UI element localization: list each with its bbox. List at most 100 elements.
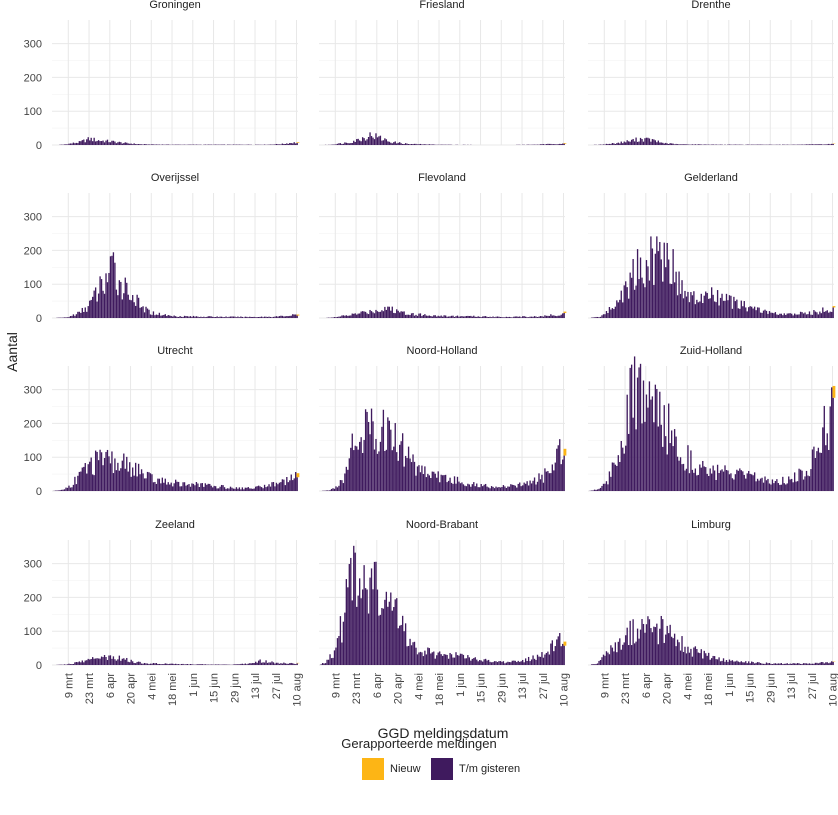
bar-tm-gisteren: [96, 658, 98, 665]
y-tick-label: 0: [36, 140, 42, 152]
bar-tm-gisteren: [339, 316, 342, 318]
bar-tm-gisteren: [557, 144, 559, 145]
y-tick-label: 0: [36, 660, 42, 672]
bar-tm-gisteren: [822, 307, 824, 318]
bar-tm-gisteren: [139, 307, 141, 318]
bar-tm-gisteren: [791, 478, 793, 491]
bar-tm-gisteren: [825, 144, 827, 145]
bar-tm-gisteren: [722, 300, 725, 318]
bar-tm-gisteren: [523, 316, 525, 318]
bar-tm-gisteren: [89, 300, 91, 318]
bar-tm-gisteren: [431, 316, 433, 318]
bar-tm-gisteren: [616, 143, 618, 145]
bar-tm-gisteren: [696, 299, 698, 318]
bar-tm-gisteren: [130, 300, 132, 318]
bar-tm-gisteren: [252, 663, 254, 665]
bar-tm-gisteren: [413, 315, 416, 318]
bar-tm-gisteren: [774, 481, 777, 491]
bar-tm-gisteren: [430, 653, 432, 665]
bar-tm-gisteren: [605, 651, 608, 665]
bar-tm-gisteren: [554, 144, 556, 145]
bar-tm-gisteren: [721, 469, 723, 491]
bar-tm-gisteren: [530, 483, 533, 491]
bar-tm-gisteren: [427, 647, 429, 665]
bar-tm-gisteren: [145, 144, 147, 145]
bar-tm-gisteren: [693, 472, 695, 491]
bar-tm-gisteren: [201, 664, 204, 665]
bar-tm-gisteren: [562, 459, 564, 491]
bar-tm-gisteren: [387, 417, 389, 491]
bar-tm-gisteren: [133, 302, 135, 318]
bar-tm-gisteren: [231, 316, 233, 318]
bar-tm-gisteren: [357, 449, 359, 491]
bar-tm-gisteren: [286, 663, 288, 665]
bar-tm-gisteren: [289, 480, 291, 491]
bar-tm-gisteren: [593, 664, 596, 665]
bar-tm-gisteren: [508, 486, 511, 491]
bar-tm-gisteren: [814, 144, 817, 145]
x-tick-label: 27 jul: [807, 673, 819, 699]
bar-tm-gisteren: [170, 663, 172, 665]
y-tick-label: 0: [36, 486, 42, 498]
bar-tm-gisteren: [225, 488, 227, 491]
bar-tm-gisteren: [401, 615, 404, 665]
bar-tm-gisteren: [777, 483, 780, 491]
bar-tm-gisteren: [66, 664, 69, 665]
bar-tm-gisteren: [287, 482, 289, 491]
bar-tm-gisteren: [770, 484, 772, 491]
bar-tm-gisteren: [490, 662, 493, 665]
bar-tm-gisteren: [120, 468, 122, 491]
bar-tm-gisteren: [124, 142, 126, 145]
bar-tm-gisteren: [366, 139, 368, 145]
bar-tm-gisteren: [751, 306, 753, 318]
bar-tm-gisteren: [691, 656, 694, 665]
bar-tm-gisteren: [514, 660, 516, 665]
bar-tm-gisteren: [504, 663, 506, 665]
bar-tm-gisteren: [526, 317, 528, 318]
bar-tm-gisteren: [517, 483, 519, 491]
bar-tm-gisteren: [293, 663, 295, 665]
bar-tm-gisteren: [121, 299, 123, 318]
bar-tm-gisteren: [440, 654, 442, 665]
bar-tm-gisteren: [129, 299, 131, 318]
bar-tm-gisteren: [666, 143, 668, 145]
bar-tm-gisteren: [777, 314, 780, 318]
bar-tm-gisteren: [419, 143, 422, 145]
bar-tm-gisteren: [256, 317, 258, 318]
bar-tm-gisteren: [492, 486, 494, 491]
bar-tm-gisteren: [828, 449, 830, 491]
bar-tm-gisteren: [522, 659, 524, 665]
bar-tm-gisteren: [257, 660, 260, 665]
bar-tm-gisteren: [501, 486, 503, 491]
bar-tm-gisteren: [563, 143, 565, 145]
bar-tm-gisteren: [447, 658, 450, 665]
bar-tm-gisteren: [229, 316, 232, 318]
bar-tm-gisteren: [505, 316, 508, 318]
bar-tm-gisteren: [536, 654, 539, 665]
bar-tm-gisteren: [751, 661, 753, 665]
x-tick-label: 20 apr: [662, 673, 674, 705]
bar-tm-gisteren: [390, 142, 392, 145]
bar-tm-gisteren: [265, 660, 267, 665]
bar-tm-gisteren: [246, 487, 248, 491]
bar-tm-gisteren: [120, 142, 122, 145]
bar-tm-gisteren: [644, 632, 646, 665]
bar-tm-gisteren: [471, 658, 473, 665]
bar-tm-gisteren: [379, 135, 382, 145]
bar-tm-gisteren: [403, 466, 405, 491]
bar-tm-gisteren: [650, 141, 652, 145]
bar-tm-gisteren: [628, 141, 630, 145]
bar-tm-gisteren: [470, 315, 472, 318]
bar-tm-gisteren: [458, 481, 460, 491]
bar-tm-gisteren: [761, 312, 763, 318]
bar-tm-gisteren: [409, 458, 411, 491]
bar-tm-gisteren: [363, 439, 365, 491]
bar-tm-gisteren: [694, 468, 697, 491]
bar-tm-gisteren: [151, 314, 153, 318]
bar-tm-gisteren: [596, 489, 599, 491]
bar-tm-gisteren: [412, 312, 414, 318]
bar-tm-gisteren: [832, 143, 834, 145]
bar-tm-gisteren: [139, 661, 141, 665]
bar-tm-gisteren: [215, 664, 217, 665]
bar-tm-gisteren: [801, 470, 803, 491]
